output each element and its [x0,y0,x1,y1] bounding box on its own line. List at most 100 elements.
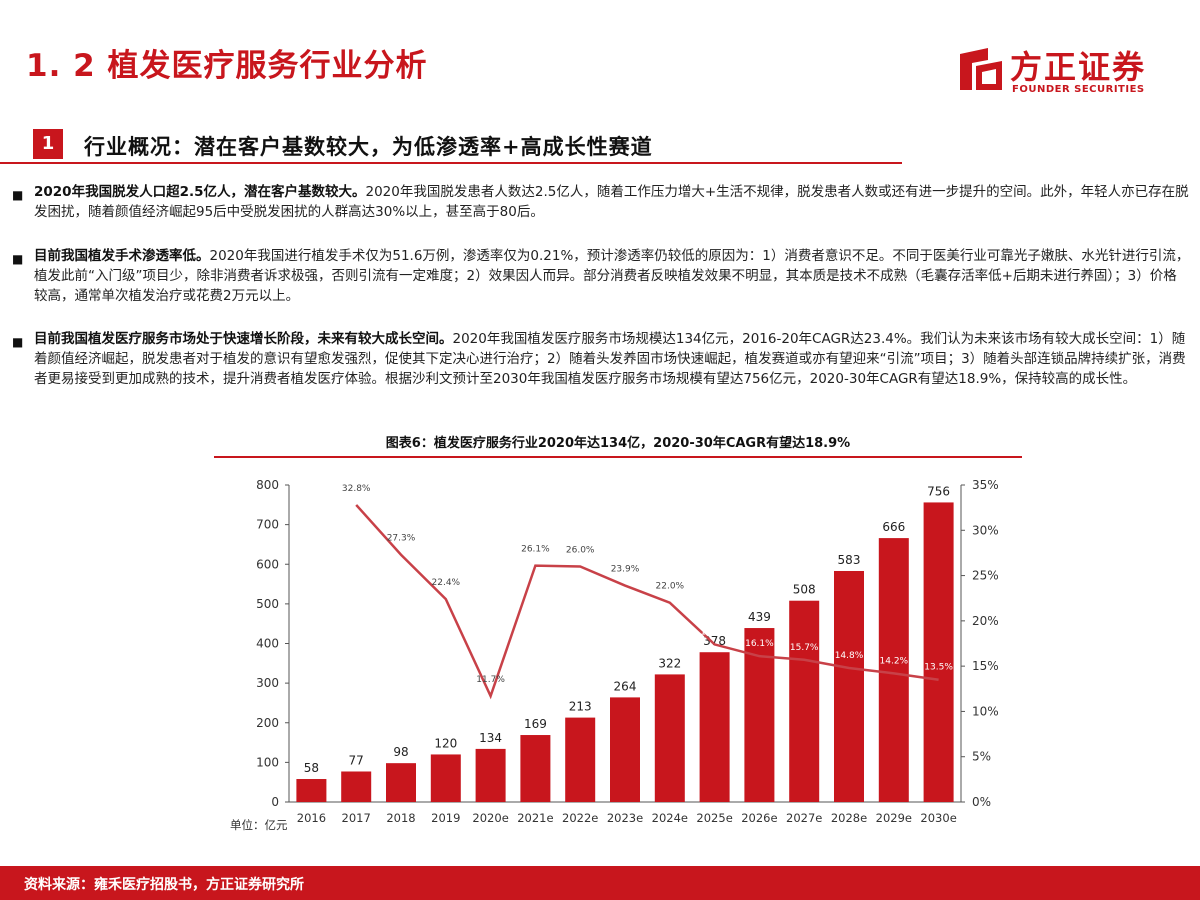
bar [834,570,864,802]
bar-value-label: 264 [614,679,637,693]
unit-label: 单位：亿元 [230,818,288,832]
right-axis-tick-label: 30% [972,523,999,537]
bar [565,717,596,802]
left-axis-tick-label: 500 [256,597,279,611]
growth-rate-label: 32.8% [342,484,371,494]
growth-rate-label: 14.8% [835,651,864,661]
bar-value-label: 583 [838,553,861,567]
logo-english-name: FOUNDER SECURITIES [1012,84,1145,95]
bullet-item: ■ 目前我国植发医疗服务市场处于快速增长阶段，未来有较大成长空间。2020年我国… [12,329,1190,389]
bar-value-label: 98 [393,745,408,759]
growth-rate-label: 17.4% [700,627,729,637]
bar-value-label: 439 [748,610,771,624]
bar [475,748,506,802]
x-axis-tick-label: 2019 [431,811,460,825]
x-axis-tick-label: 2021e [517,811,553,825]
left-axis-tick-label: 400 [256,637,279,651]
bullet-text: 2020年我国植发医疗服务市场规模达134亿元，2016-20年CAGR达23.… [34,331,1186,387]
growth-rate-label: 14.2% [880,656,909,666]
x-axis-tick-label: 2023e [607,811,643,825]
founder-logo-icon [960,48,1002,90]
growth-rate-label: 22.4% [432,578,461,588]
x-axis-tick-label: 2028e [831,811,867,825]
chart-title: 图表6：植发医疗服务行业2020年达134亿，2020-30年CAGR有望达18… [385,436,851,451]
x-axis-tick-label: 2026e [741,811,777,825]
growth-rate-label: 13.5% [924,663,953,673]
growth-rate-label: 26.0% [566,546,595,556]
left-axis-tick-label: 100 [256,755,279,769]
bar-value-label: 666 [882,520,905,534]
bar [386,763,416,802]
footer-bar: 资料来源：雍禾医疗招股书，方正证券研究所 [0,866,1200,900]
section-title: 行业概况：潜在客户基数较大，为低渗透率+高成长性赛道 [84,134,653,159]
bullet-text: 2020年我国进行植发手术仅为51.6万例，渗透率仅为0.21%，预计渗透率仍较… [34,248,1190,304]
left-axis-tick-label: 0 [271,795,279,809]
left-axis-tick-label: 700 [256,518,279,532]
x-axis-tick-label: 2024e [652,811,688,825]
left-axis-tick-label: 600 [256,557,279,571]
x-axis-tick-label: 2022e [562,811,598,825]
left-axis-tick-label: 300 [256,676,279,690]
bullet-square-icon: ■ [12,252,24,266]
section-number: 1 [33,129,63,159]
x-axis-tick-label: 2016 [297,811,326,825]
bar [520,735,551,802]
left-axis-tick-label: 800 [256,478,279,492]
bar [610,697,640,802]
bar [923,502,954,802]
bullet-item: ■ 2020年我国脱发人口超2.5亿人，潜在客户基数较大。2020年我国脱发患者… [12,182,1190,222]
bullet-lead: 目前我国植发手术渗透率低。 [34,248,210,264]
bar [789,600,820,802]
bar-value-label: 134 [479,731,502,745]
bullet-lead: 目前我国植发医疗服务市场处于快速增长阶段，未来有较大成长空间。 [34,331,453,347]
footer-source: 资料来源：雍禾医疗招股书，方正证券研究所 [24,877,304,893]
bar-value-label: 213 [569,700,592,714]
bar [654,674,685,802]
right-axis-tick-label: 35% [972,478,999,492]
bar-value-label: 508 [793,583,816,597]
logo-chinese-name: 方正证券 [1010,48,1147,86]
growth-rate-label: 26.1% [521,545,550,555]
growth-rate-label: 11.7% [476,675,505,685]
growth-rate-label: 27.3% [387,534,416,544]
growth-rate-label: 22.0% [656,582,685,592]
right-axis-tick-label: 10% [972,704,999,718]
bar [699,652,730,802]
bar [296,779,327,802]
bullet-square-icon: ■ [12,335,24,349]
chart-title-rule [214,456,1022,458]
growth-rate-label: 23.9% [611,565,640,575]
growth-rate-label: 15.7% [790,643,819,653]
page-title: 1. 2 植发医疗服务行业分析 [26,48,428,84]
bar-value-label: 77 [349,753,364,767]
bar-value-label: 322 [658,656,681,670]
bullet-lead: 2020年我国脱发人口超2.5亿人，潜在客户基数较大。 [34,184,366,200]
x-axis-tick-label: 2025e [696,811,732,825]
section-header: 1 行业概况：潜在客户基数较大，为低渗透率+高成长性赛道 [0,128,902,164]
company-logo: 方正证券 FOUNDER SECURITIES [958,42,1168,102]
bar [878,538,909,802]
bullet-square-icon: ■ [12,188,24,202]
bar-value-label: 120 [434,736,457,750]
right-axis-tick-label: 5% [972,750,991,764]
bar-value-label: 756 [927,484,950,498]
x-axis-tick-label: 2020e [472,811,508,825]
bar-value-label: 169 [524,717,547,731]
x-axis-tick-label: 2027e [786,811,822,825]
bullet-item: ■ 目前我国植发手术渗透率低。2020年我国进行植发手术仅为51.6万例，渗透率… [12,246,1190,306]
growth-rate-label: 16.1% [745,639,774,649]
right-axis-tick-label: 25% [972,569,999,583]
x-axis-tick-label: 2029e [876,811,912,825]
right-axis-tick-label: 15% [972,659,999,673]
bullet-text: 2020年我国脱发患者人数达2.5亿人，随着工作压力增大+生活不规律，脱发患者人… [34,184,1189,220]
right-axis-tick-label: 20% [972,614,999,628]
x-axis-tick-label: 2030e [920,811,956,825]
x-axis-tick-label: 2018 [386,811,415,825]
right-axis-tick-label: 0% [972,795,991,809]
growth-rate-line [355,504,939,700]
bar [430,754,461,802]
bar-value-label: 58 [304,761,319,775]
left-axis-tick-label: 200 [256,716,279,730]
x-axis-tick-label: 2017 [342,811,371,825]
bar [341,771,372,802]
